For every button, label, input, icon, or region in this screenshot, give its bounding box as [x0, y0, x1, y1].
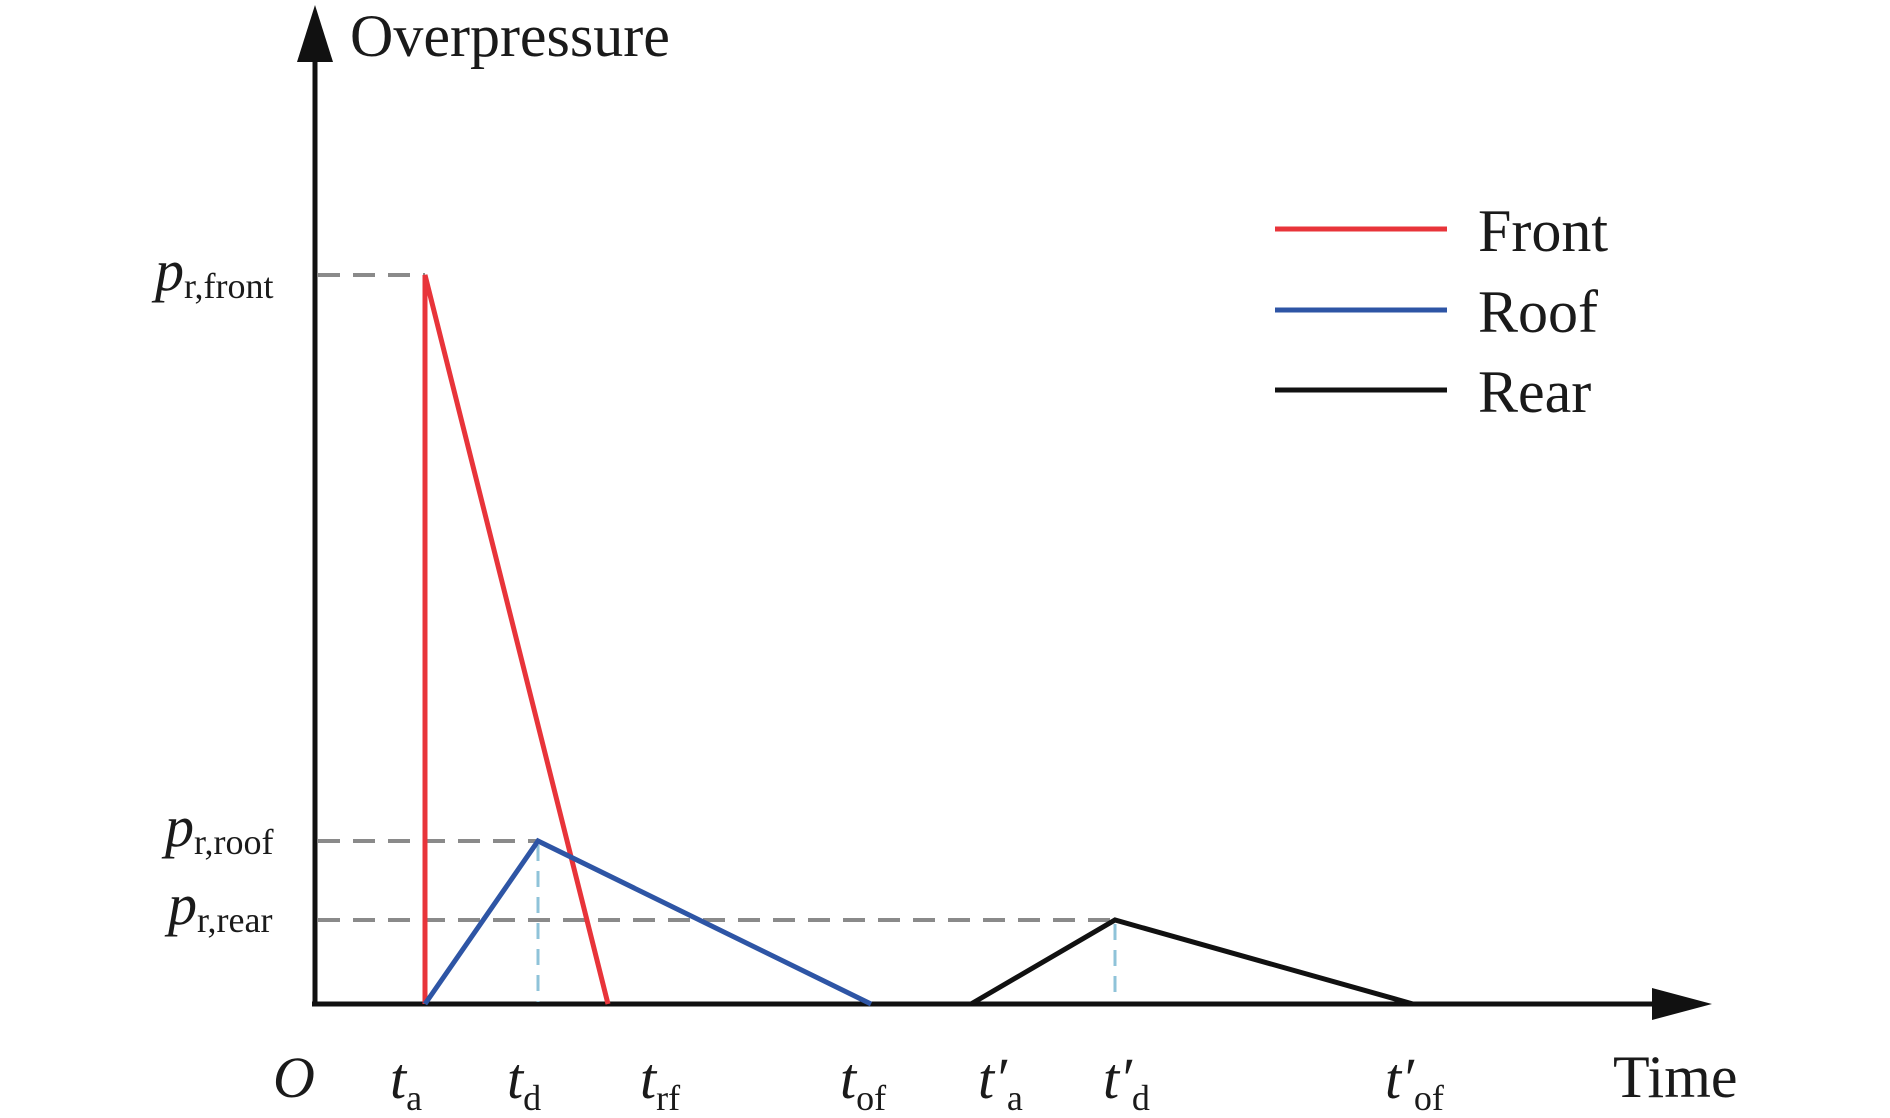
legend-label-rear: Rear [1478, 359, 1591, 425]
x-axis-title: Time [1613, 1044, 1738, 1110]
x-axis-arrow [1652, 988, 1712, 1020]
label-p-r-rear: pr,rear [164, 872, 272, 940]
label-p-r-roof: pr,roof [161, 794, 274, 862]
y-axis-title: Overpressure [350, 3, 670, 69]
legend-label-roof: Roof [1478, 279, 1598, 345]
label-t-of: tof [840, 1046, 886, 1118]
rear-curve [969, 917, 1414, 1007]
label-t-of-prime: t′of [1385, 1046, 1444, 1118]
label-t-d: td [507, 1046, 541, 1118]
label-t-a: ta [390, 1046, 422, 1118]
origin-label: O [273, 1045, 315, 1110]
roof-curve [422, 837, 873, 1007]
label-p-r-front: pr,front [151, 238, 274, 306]
legend-label-front: Front [1478, 198, 1608, 264]
label-p-r-front-subscript: r,front [184, 266, 274, 306]
label-p-r-roof-symbol: p [161, 794, 194, 859]
y-axis-arrow [297, 5, 333, 62]
label-p-r-rear-subscript: r,rear [197, 900, 272, 940]
label-p-r-rear-symbol: p [164, 872, 197, 937]
front-curve [422, 274, 611, 1005]
label-p-r-front-symbol: p [151, 238, 184, 303]
legend: Front Roof Rear [1275, 198, 1608, 425]
label-t-d-prime: t′d [1103, 1046, 1150, 1118]
label-t-a-prime: t′a [978, 1046, 1023, 1118]
label-p-r-roof-subscript: r,roof [194, 822, 274, 862]
label-t-rf: trf [640, 1046, 680, 1118]
